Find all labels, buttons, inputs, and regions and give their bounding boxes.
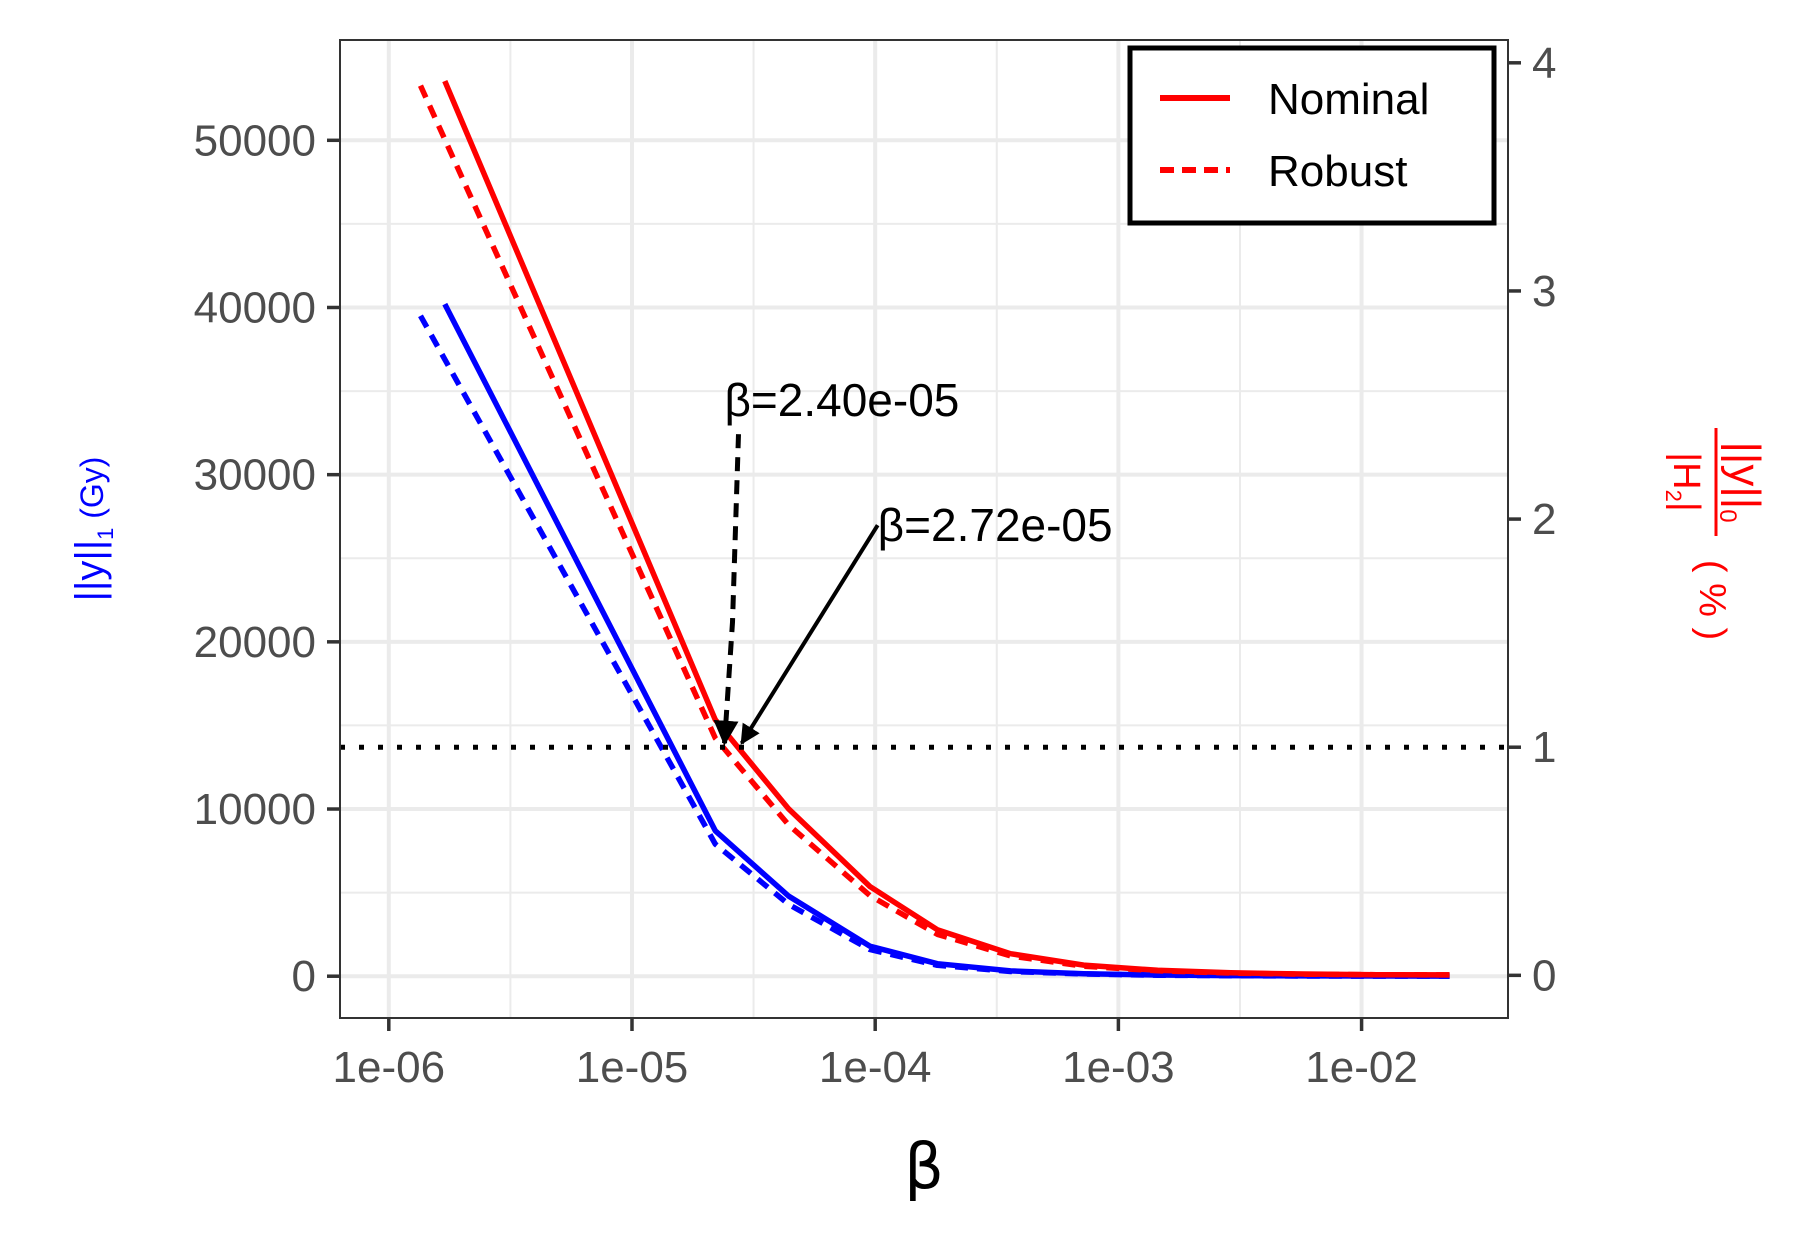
axes-group: 1e-06 1e-05 1e-04 1e-03 1e-02 0 10000 20000 3000… bbox=[194, 39, 1557, 1092]
y-right-den-part: | bbox=[1665, 502, 1707, 512]
legend-label-nominal: Nominal bbox=[1268, 75, 1429, 124]
annotation-arrow-1 bbox=[713, 434, 741, 746]
y-left-tick-label: 40000 bbox=[194, 283, 316, 332]
plot-border bbox=[339, 39, 1509, 1019]
legend-box bbox=[1127, 45, 1497, 226]
annotations-group: β=2.40e-05 β=2.72e-05 bbox=[713, 374, 1113, 746]
x-tick-label: 1e-02 bbox=[1305, 1043, 1418, 1092]
y-right-title-numerator: ||y||0 bbox=[1714, 441, 1769, 522]
x-tick-label: 1e-03 bbox=[1062, 1043, 1175, 1092]
annotation-label-1: β=2.40e-05 bbox=[724, 374, 959, 426]
y-right-num-subscript: 0 bbox=[1714, 509, 1741, 522]
y-left-title-subscript: 1 bbox=[93, 528, 118, 540]
y-left-tick-label: 10000 bbox=[194, 785, 316, 834]
y-right-title-unit: ( % ) bbox=[1691, 560, 1733, 640]
y-right-tick-label: 4 bbox=[1532, 39, 1556, 88]
series-line-4 bbox=[417, 84, 1450, 978]
y-right-den-part: |H bbox=[1665, 452, 1707, 489]
y-right-tick-label: 2 bbox=[1532, 495, 1556, 544]
axis-labels: β||y||1 (Gy) ||y||0|H2|( % ) bbox=[68, 428, 1769, 1203]
y-right-num-part: ||y|| bbox=[1720, 441, 1769, 509]
y-left-title-unit: (Gy) bbox=[74, 457, 110, 528]
x-tick-label: 1e-04 bbox=[819, 1043, 932, 1092]
y-left-tick-label: 50000 bbox=[194, 116, 316, 165]
annotation-label-2: β=2.72e-05 bbox=[878, 499, 1113, 551]
y-left-title-part: ||y|| bbox=[68, 540, 112, 602]
series-group bbox=[417, 80, 1450, 979]
x-axis-title: β bbox=[904, 1130, 944, 1203]
y-left-axis-title: ||y||1 (Gy) bbox=[68, 457, 118, 602]
legend-label-robust: Robust bbox=[1268, 147, 1407, 196]
y-right-tick-label: 0 bbox=[1532, 951, 1556, 1000]
x-tick-label: 1e-06 bbox=[333, 1043, 446, 1092]
x-tick-label: 1e-05 bbox=[576, 1043, 689, 1092]
y-right-title-denominator: |H2| bbox=[1661, 452, 1707, 511]
y-right-den-subscript: 2 bbox=[1661, 490, 1686, 502]
y-right-axis-title: ||y||0|H2|( % ) bbox=[1661, 428, 1769, 640]
annotation-arrow-2 bbox=[739, 524, 880, 745]
y-left-tick-label: 20000 bbox=[194, 618, 316, 667]
y-left-tick-label: 0 bbox=[292, 952, 316, 1001]
y-right-tick-label: 3 bbox=[1532, 267, 1556, 316]
y-right-tick-label: 1 bbox=[1532, 723, 1556, 772]
legend: Nominal Robust bbox=[1127, 45, 1497, 226]
y-left-tick-label: 30000 bbox=[194, 451, 316, 500]
